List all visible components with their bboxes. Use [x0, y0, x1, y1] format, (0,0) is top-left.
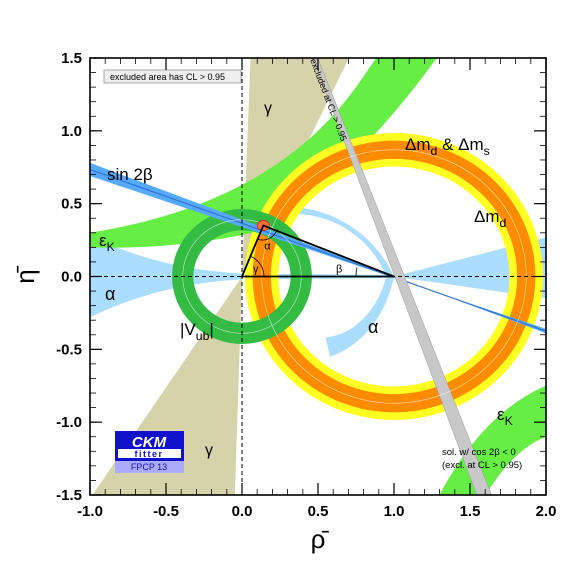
- x-tick-label: -0.5: [153, 503, 179, 520]
- triangle-alpha-label: α: [264, 241, 271, 253]
- alpha-label-right: α: [368, 317, 378, 337]
- gamma-label-bottom: γ: [205, 442, 213, 459]
- gamma-label-top: γ: [264, 100, 272, 117]
- y-tick-label: 1.0: [61, 123, 82, 140]
- triangle-gamma-label: γ: [253, 264, 259, 276]
- x-tick-label: 1.0: [384, 503, 405, 520]
- alpha-label-left: α: [105, 284, 115, 304]
- solution-note-2: (excl. at CL > 0.95): [442, 460, 522, 471]
- y-tick-label: 0.0: [61, 269, 82, 286]
- x-tick-label: 0.0: [232, 503, 253, 520]
- y-tick-label: -1.0: [56, 414, 82, 431]
- solution-note-1: sol. w/ cos 2β < 0: [442, 447, 516, 458]
- x-tick-label: 1.5: [460, 503, 481, 520]
- x-tick-label: 0.5: [308, 503, 329, 520]
- legend-note: excluded area has CL > 0.95: [110, 72, 225, 82]
- y-tick-label: 0.5: [61, 196, 82, 213]
- triangle-beta-label: β: [336, 264, 342, 276]
- sin2beta-label: sin 2β: [107, 165, 153, 184]
- y-tick-label: 1.5: [61, 50, 82, 67]
- logo-fitter: fitter: [135, 449, 164, 459]
- y-tick-label: -1.5: [56, 487, 82, 504]
- x-tick-label: 2.0: [536, 503, 557, 520]
- x-tick-label: -1.0: [77, 503, 103, 520]
- y-tick-label: -0.5: [56, 341, 82, 358]
- logo-fpcp: FPCP 13: [131, 462, 167, 472]
